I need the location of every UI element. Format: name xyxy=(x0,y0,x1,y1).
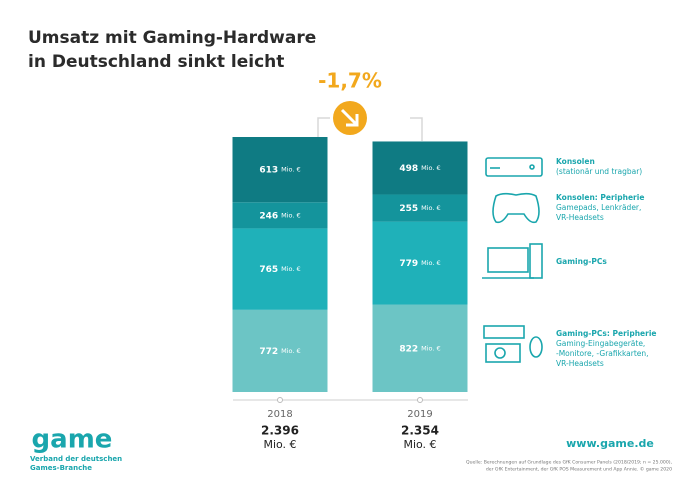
value-label: 765 Mio. € xyxy=(259,265,300,275)
source: Quelle: Berechnungen auf Grundlage des G… xyxy=(466,460,673,466)
value-number: 765 xyxy=(259,265,278,275)
total-label: 2.396 xyxy=(261,424,299,438)
value-number: 613 xyxy=(259,165,278,175)
bar-segment xyxy=(232,309,328,392)
total-unit: Mio. € xyxy=(403,438,436,451)
total-label: 2.354 xyxy=(401,424,439,438)
website: www.game.de xyxy=(566,437,654,450)
source: der GfK Entertainment, der GfK POS Measu… xyxy=(486,466,672,473)
value-number: 246 xyxy=(259,211,278,221)
bar-segment xyxy=(232,228,328,310)
total-unit: Mio. € xyxy=(263,438,296,451)
chart-title: in Deutschland sinkt leicht xyxy=(28,52,284,72)
value-unit: Mio. € xyxy=(281,265,301,273)
value-number: 498 xyxy=(399,163,418,173)
chart-title: Umsatz mit Gaming-Hardware xyxy=(28,28,316,48)
bar-segment xyxy=(232,137,328,203)
change-label: -1,7% xyxy=(318,69,382,93)
x-tick-label: 2018 xyxy=(267,409,292,420)
legend-label: Konsolen: Peripherie xyxy=(556,193,644,202)
value-number: 772 xyxy=(259,346,278,356)
value-unit: Mio. € xyxy=(421,204,441,212)
x-tick-label: 2019 xyxy=(407,409,432,420)
value-unit: Mio. € xyxy=(421,259,441,267)
axis-dot xyxy=(277,397,283,403)
logo: game xyxy=(32,425,113,455)
bar-segment xyxy=(372,304,468,392)
legend-note: -Monitore, -Grafikkarten, xyxy=(556,349,649,358)
legend-note: VR-Headsets xyxy=(556,359,604,368)
value-number: 779 xyxy=(399,259,418,269)
legend-note: VR-Headsets xyxy=(556,213,604,222)
legend-label: Konsolen xyxy=(556,157,595,166)
legend-note: Gamepads, Lenkräder, xyxy=(556,203,641,212)
value-label: 772 Mio. € xyxy=(259,346,300,356)
bar-segment xyxy=(372,221,468,305)
value-unit: Mio. € xyxy=(281,347,301,355)
logo-subtitle: Verband der deutschen xyxy=(30,455,122,463)
axis-dot xyxy=(417,397,423,403)
value-label: 822 Mio. € xyxy=(399,344,440,354)
legend-note: Gaming-Eingabegeräte, xyxy=(556,339,645,348)
value-number: 255 xyxy=(399,204,418,214)
bar-segment xyxy=(232,202,328,229)
legend-label: Gaming-PCs xyxy=(556,257,607,266)
value-number: 822 xyxy=(399,344,418,354)
value-label: 246 Mio. € xyxy=(259,211,300,221)
change-arrow xyxy=(340,108,359,127)
bar-segment xyxy=(372,194,468,222)
value-unit: Mio. € xyxy=(281,166,301,174)
bar-segment xyxy=(372,141,468,195)
value-unit: Mio. € xyxy=(421,164,441,172)
value-label: 613 Mio. € xyxy=(259,165,300,175)
legend-icons xyxy=(482,157,543,363)
value-label: 779 Mio. € xyxy=(399,259,440,269)
change-bracket xyxy=(317,117,423,141)
value-unit: Mio. € xyxy=(281,211,301,219)
value-label: 255 Mio. € xyxy=(399,204,440,214)
logo-subtitle: Games-Branche xyxy=(30,464,92,472)
value-unit: Mio. € xyxy=(421,344,441,352)
value-label: 498 Mio. € xyxy=(399,163,440,173)
legend-label: Gaming-PCs: Peripherie xyxy=(556,329,657,338)
legend-note: (stationär und tragbar) xyxy=(556,167,642,176)
